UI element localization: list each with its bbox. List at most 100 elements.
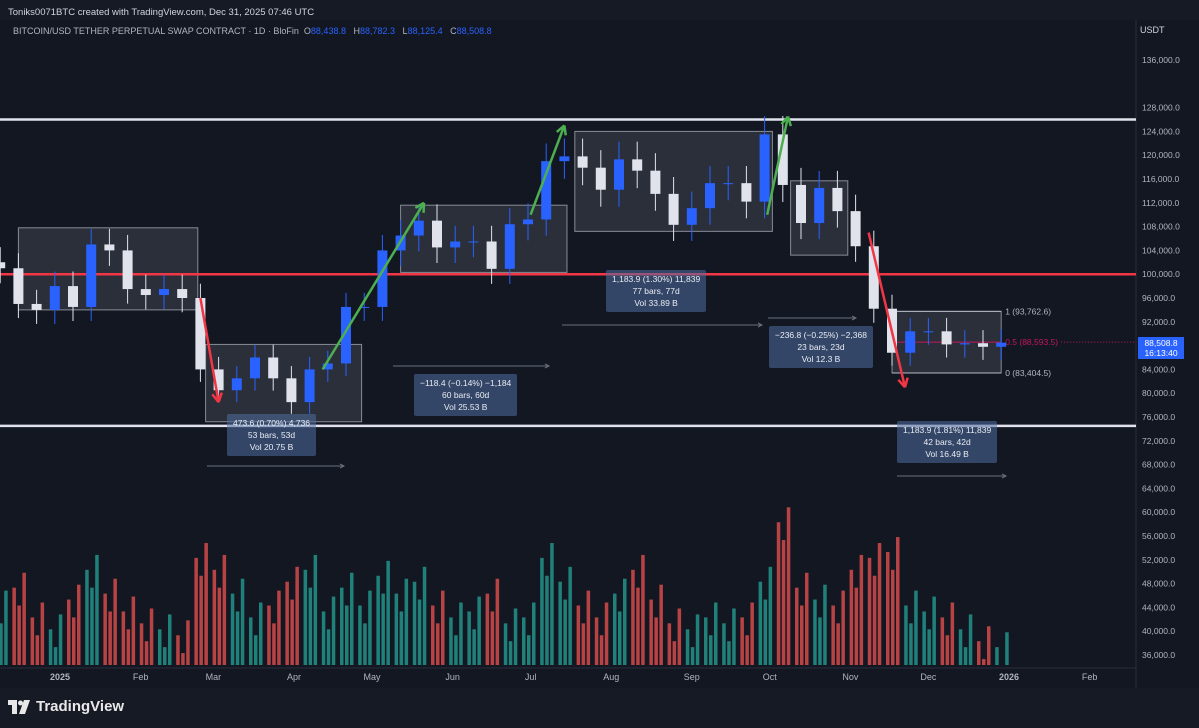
- measurement-change: −118.4 (−0.14%) −1,184: [420, 378, 512, 388]
- currency-label[interactable]: USDT: [1140, 25, 1165, 35]
- measurement-bars: 23 bars, 23d: [797, 342, 845, 352]
- volume-bar: [758, 581, 763, 665]
- volume-bar: [841, 590, 845, 665]
- candle-body: [213, 369, 224, 391]
- candle-body: [195, 298, 206, 370]
- time-tick-label: Mar: [206, 672, 222, 682]
- candle-body: [923, 331, 934, 333]
- candle-body: [705, 183, 715, 209]
- volume-bar: [927, 629, 931, 665]
- volume-bar: [77, 584, 81, 665]
- chart-svg[interactable]: 136,000.0 128,000.0 124,000.0 120,000.0 116,…: [0, 0, 1199, 688]
- candle-body: [432, 220, 442, 248]
- time-tick-label: 2026: [999, 672, 1019, 682]
- volume-bar: [823, 584, 827, 665]
- volume-bar: [490, 611, 495, 665]
- measurement-volume: Vol 12.3 B: [801, 354, 841, 364]
- symbol-legend: BITCOIN/USD TETHER PERPETUAL SWAP CONTRA…: [13, 26, 497, 36]
- measurement-volume: Vol 33.89 B: [634, 298, 678, 308]
- fib-level-label: 0 (83,404.5): [1005, 368, 1051, 378]
- measurement-bars: 77 bars, 77d: [632, 286, 680, 296]
- volume-bar: [477, 596, 481, 665]
- tradingview-logo-icon: [8, 699, 30, 714]
- price-tick-label: 100,000.0: [1142, 269, 1180, 279]
- volume-bar: [431, 605, 435, 665]
- volume-bar: [158, 629, 162, 665]
- volume-bar: [891, 569, 895, 665]
- candle-body: [759, 134, 770, 202]
- volume-bar: [404, 578, 409, 665]
- tradingview-logo[interactable]: TradingView: [8, 698, 124, 715]
- volume-bar: [113, 578, 117, 665]
- volume-bar: [126, 629, 131, 665]
- volume-bar: [795, 587, 799, 665]
- volume-bar: [48, 629, 53, 665]
- candle-body: [231, 378, 242, 391]
- volume-bar: [818, 617, 822, 665]
- volume-bar: [527, 635, 531, 665]
- time-tick-label: Apr: [287, 672, 301, 682]
- price-tick-label: 48,000.0: [1142, 579, 1175, 589]
- volume-bar: [872, 575, 877, 665]
- volume-bar: [800, 605, 804, 665]
- volume-bar: [563, 599, 567, 665]
- measurement-change: 1,183.9 (1.30%) 11,839: [612, 274, 701, 284]
- volume-bar: [204, 543, 208, 665]
- volume-bar: [131, 596, 136, 665]
- price-tick-label: 112,000.0: [1142, 198, 1179, 208]
- candle-body: [905, 331, 916, 353]
- volume-bar: [199, 575, 203, 665]
- candle-body: [686, 208, 697, 225]
- volume-bar: [722, 623, 726, 665]
- volume-bar: [940, 617, 945, 665]
- time-tick-label: Oct: [763, 672, 778, 682]
- volume-bar: [222, 554, 227, 665]
- price-tick-label: 76,000.0: [1142, 412, 1175, 422]
- price-tick-label: 40,000.0: [1142, 626, 1175, 636]
- time-tick-label: Jul: [525, 672, 537, 682]
- time-tick-label: Jun: [445, 672, 460, 682]
- measurement-label[interactable]: 1,183.9 (1.30%) 11,839 77 bars, 77d Vol …: [606, 270, 707, 312]
- volume-bar: [485, 593, 490, 665]
- volume-bar: [558, 581, 562, 665]
- volume-bar: [212, 569, 217, 665]
- last-price: 88,508.8: [1144, 338, 1178, 348]
- candle-body: [341, 306, 351, 364]
- volume-bar: [386, 560, 390, 665]
- candle-body: [377, 250, 388, 307]
- volume-bar: [781, 540, 786, 665]
- volume-bar: [859, 554, 864, 665]
- candle-body: [741, 183, 752, 202]
- volume-bar: [750, 602, 754, 665]
- volume-bar: [58, 614, 63, 665]
- volume-bar: [121, 611, 126, 665]
- measurement-label[interactable]: 1,183.9 (1.81%) 11,839 42 bars, 42d Vol …: [897, 421, 998, 463]
- volume-bar: [326, 629, 331, 665]
- brand-name: TradingView: [36, 698, 125, 715]
- volume-bar: [235, 611, 240, 665]
- arrow-head: [217, 392, 223, 403]
- measurement-label[interactable]: −118.4 (−0.14%) −1,184 60 bars, 60d Vol …: [414, 374, 518, 416]
- volume-bar: [290, 599, 294, 665]
- candle-body: [104, 244, 115, 251]
- volume-bar: [53, 647, 58, 665]
- volume-bar: [776, 522, 781, 665]
- volume-bar: [217, 587, 222, 665]
- candle-body: [0, 262, 6, 269]
- price-tick-label: 68,000.0: [1142, 460, 1175, 470]
- measurement-volume: Vol 25.53 B: [443, 402, 488, 412]
- candle-body: [177, 289, 188, 298]
- volume-bar: [495, 578, 500, 665]
- measurement-label[interactable]: −236.8 (−0.25%) −2,368 23 bars, 23d Vol …: [769, 326, 873, 368]
- volume-bar: [977, 641, 981, 665]
- open-value: 88,438.8: [310, 26, 346, 36]
- volume-bar: [417, 599, 422, 665]
- arrow-head: [211, 393, 220, 403]
- price-tick-label: 52,000.0: [1142, 555, 1175, 565]
- measurement-label[interactable]: 473.6 (0.70%) 4,736 53 bars, 53d Vol 20.…: [227, 414, 317, 456]
- volume-bar: [958, 629, 963, 665]
- volume-bar: [30, 617, 35, 665]
- time-tick-label: Aug: [603, 672, 619, 682]
- volume-bar: [623, 578, 627, 665]
- volume-bar: [363, 623, 367, 665]
